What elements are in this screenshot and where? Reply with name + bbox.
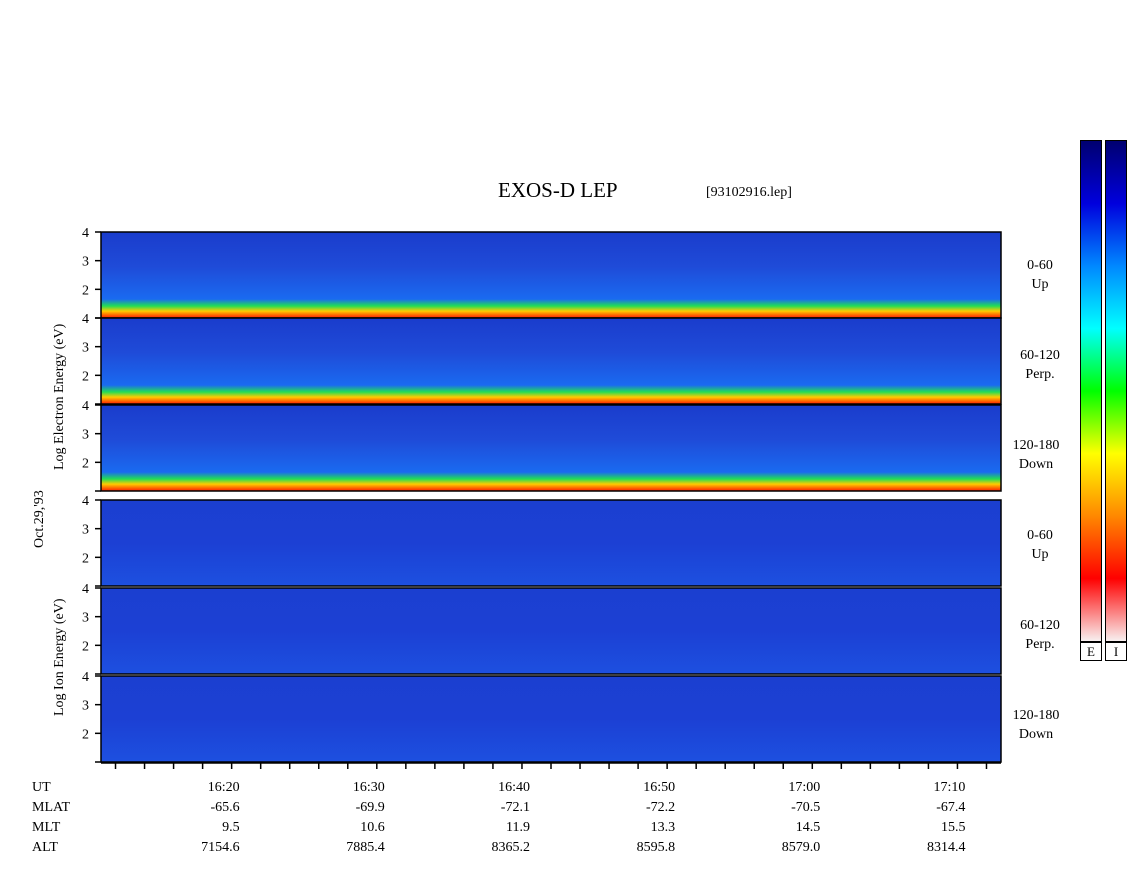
colorbar-label-e: E bbox=[1080, 642, 1102, 661]
panel-label-2: 120-180 Down bbox=[1006, 436, 1066, 474]
panel-3-dir: Up bbox=[1031, 547, 1048, 562]
ytick-label-2-1: 2 bbox=[82, 456, 89, 471]
panel-label-5: 120-180 Down bbox=[1006, 706, 1066, 744]
ytick-label-0-1: 2 bbox=[82, 283, 89, 298]
footer-alt-4: 8579.0 bbox=[730, 840, 820, 856]
footer-mlt-4: 14.5 bbox=[730, 820, 820, 836]
footer-ut-5: 17:10 bbox=[875, 780, 965, 796]
spectrogram-panel-5 bbox=[101, 676, 1001, 762]
panel-2-dir: Down bbox=[1019, 457, 1053, 472]
panel-0-dir: Up bbox=[1031, 277, 1048, 292]
ytick-label-3-1: 2 bbox=[82, 551, 89, 566]
footer-mlat-4: -70.5 bbox=[730, 800, 820, 816]
ytick-label-5-2: 3 bbox=[82, 699, 89, 714]
footer-mlat-0: -65.6 bbox=[150, 800, 240, 816]
panel-2-pitch: 120-180 bbox=[1013, 438, 1060, 453]
ytick-label-0-3: 4 bbox=[82, 226, 89, 241]
ytick-label-3-2: 3 bbox=[82, 523, 89, 538]
ytick-label-1-2: 3 bbox=[82, 341, 89, 356]
spectrogram-panel-4 bbox=[101, 588, 1001, 674]
footer-mlat-1: -69.9 bbox=[295, 800, 385, 816]
ytick-label-4-2: 3 bbox=[82, 611, 89, 626]
ytick-label-2-3: 4 bbox=[82, 399, 89, 414]
footer-mlt-5: 15.5 bbox=[875, 820, 965, 836]
row-label-mlat: MLAT bbox=[32, 800, 70, 816]
panel-label-4: 60-120 Perp. bbox=[1010, 616, 1070, 654]
spectrogram-panel-2 bbox=[101, 405, 1001, 491]
panel-label-1: 60-120 Perp. bbox=[1010, 346, 1070, 384]
spectrogram-panel-3 bbox=[101, 500, 1001, 586]
footer-ut-2: 16:40 bbox=[440, 780, 530, 796]
ytick-label-0-2: 3 bbox=[82, 255, 89, 270]
row-label-alt: ALT bbox=[32, 840, 58, 856]
spectrogram-panel-0 bbox=[101, 232, 1001, 318]
panel-3-pitch: 0-60 bbox=[1027, 528, 1053, 543]
ytick-label-5-1: 2 bbox=[82, 727, 89, 742]
ytick-label-4-1: 2 bbox=[82, 639, 89, 654]
panel-4-pitch: 60-120 bbox=[1020, 618, 1060, 633]
panel-label-0: 0-60 Up bbox=[1010, 256, 1070, 294]
footer-alt-1: 7885.4 bbox=[295, 840, 385, 856]
ytick-label-4-3: 4 bbox=[82, 582, 89, 597]
ion-colorbar bbox=[1105, 140, 1127, 642]
footer-ut-1: 16:30 bbox=[295, 780, 385, 796]
panel-5-dir: Down bbox=[1019, 727, 1053, 742]
panel-4-dir: Perp. bbox=[1025, 637, 1054, 652]
footer-mlat-2: -72.1 bbox=[440, 800, 530, 816]
colorbar-label-i: I bbox=[1105, 642, 1127, 661]
panel-label-3: 0-60 Up bbox=[1010, 526, 1070, 564]
panel-0-pitch: 0-60 bbox=[1027, 258, 1053, 273]
electron-colorbar bbox=[1080, 140, 1102, 642]
footer-ut-3: 16:50 bbox=[585, 780, 675, 796]
footer-mlt-0: 9.5 bbox=[150, 820, 240, 836]
panel-1-pitch: 60-120 bbox=[1020, 348, 1060, 363]
panel-5-pitch: 120-180 bbox=[1013, 708, 1060, 723]
footer-ut-0: 16:20 bbox=[150, 780, 240, 796]
ytick-label-3-3: 4 bbox=[82, 494, 89, 509]
footer-alt-0: 7154.6 bbox=[150, 840, 240, 856]
footer-alt-2: 8365.2 bbox=[440, 840, 530, 856]
row-label-ut: UT bbox=[32, 780, 51, 796]
footer-mlat-5: -67.4 bbox=[875, 800, 965, 816]
row-label-mlt: MLT bbox=[32, 820, 60, 836]
ytick-label-2-2: 3 bbox=[82, 428, 89, 443]
footer-ut-4: 17:00 bbox=[730, 780, 820, 796]
footer-mlt-1: 10.6 bbox=[295, 820, 385, 836]
footer-alt-3: 8595.8 bbox=[585, 840, 675, 856]
panel-1-dir: Perp. bbox=[1025, 367, 1054, 382]
spectrogram-panel-1 bbox=[101, 318, 1001, 404]
footer-mlat-3: -72.2 bbox=[585, 800, 675, 816]
footer-mlt-3: 13.3 bbox=[585, 820, 675, 836]
footer-alt-5: 8314.4 bbox=[875, 840, 965, 856]
ytick-label-1-3: 4 bbox=[82, 312, 89, 327]
ytick-label-5-3: 4 bbox=[82, 670, 89, 685]
ytick-label-1-1: 2 bbox=[82, 369, 89, 384]
footer-mlt-2: 11.9 bbox=[440, 820, 530, 836]
